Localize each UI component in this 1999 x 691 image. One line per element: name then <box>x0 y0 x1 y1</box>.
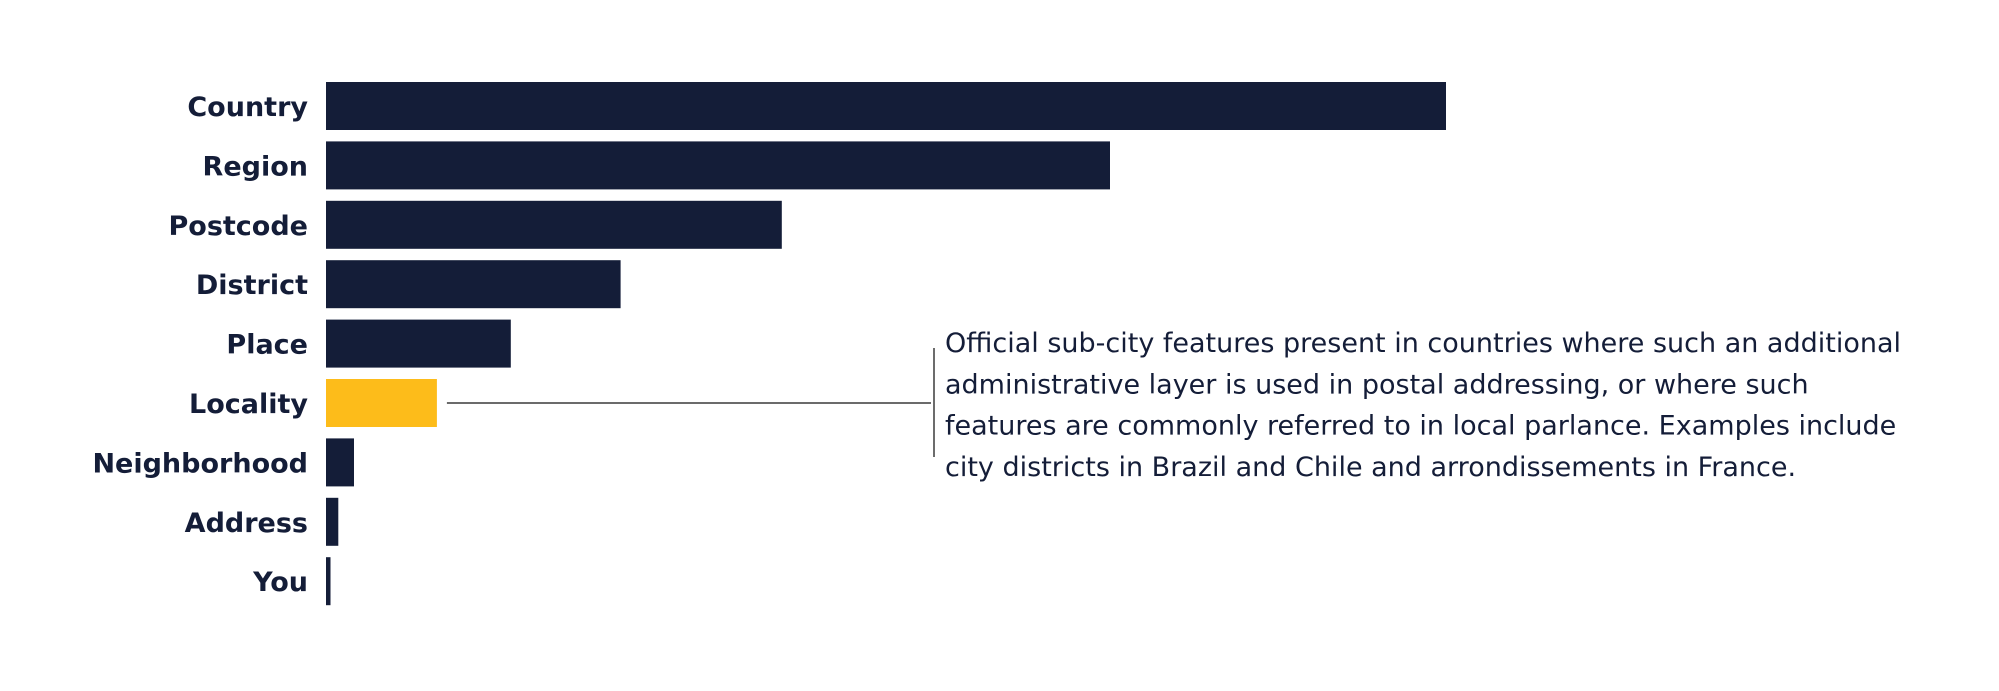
category-label-district: District <box>196 270 308 301</box>
bar-locality <box>326 379 437 427</box>
bar-place <box>326 319 511 368</box>
bars-group <box>326 82 1446 606</box>
category-label-place: Place <box>226 330 308 361</box>
annotation-line-4: city districts in Brazil and Chile and a… <box>945 452 1796 483</box>
category-label-you: You <box>252 567 308 598</box>
category-label-locality: Locality <box>189 389 308 420</box>
bar-address <box>326 497 339 546</box>
category-label-region: Region <box>203 151 308 182</box>
bar-postcode <box>326 200 782 249</box>
annotation-line-2: administrative layer is used in postal a… <box>945 369 1809 400</box>
bar-region <box>326 141 1110 190</box>
bar-neighborhood <box>326 438 354 487</box>
annotation-group: Official sub-city features present in co… <box>446 328 1901 483</box>
category-label-address: Address <box>185 508 308 539</box>
category-label-country: Country <box>187 92 308 123</box>
category-label-postcode: Postcode <box>168 211 308 242</box>
bar-country <box>326 82 1446 130</box>
annotation-line-3: features are commonly referred to in loc… <box>945 411 1896 442</box>
annotation-line-1: Official sub-city features present in co… <box>945 328 1901 359</box>
bar-district <box>326 260 621 309</box>
bar-you <box>326 557 331 606</box>
category-labels-group: Country Region Postcode District Place Locali… <box>92 92 308 598</box>
category-label-neighborhood: Neighborhood <box>92 448 308 479</box>
